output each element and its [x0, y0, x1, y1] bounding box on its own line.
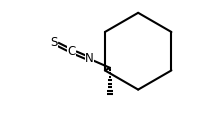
- Text: S: S: [50, 36, 57, 49]
- Text: N: N: [85, 52, 94, 65]
- Text: C: C: [68, 45, 76, 58]
